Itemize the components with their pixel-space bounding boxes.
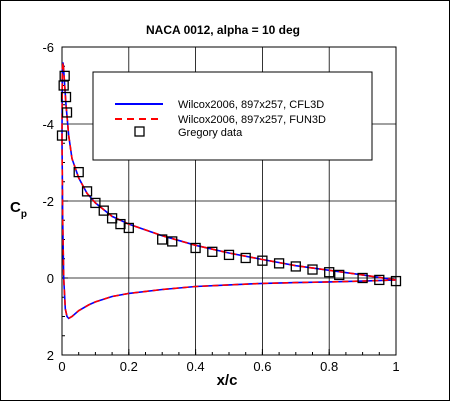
- ticks: 0 0.2 0.4 0.6 0.8 1-6-4-202: [42, 40, 399, 374]
- data-point-gregory: [207, 246, 218, 257]
- y-axis-label-main: C: [10, 199, 21, 216]
- data-point-gregory: [106, 213, 118, 224]
- data-point-gregory: [240, 252, 251, 264]
- data-point-gregory: [307, 264, 318, 275]
- data-point-gregory: [73, 166, 84, 178]
- series-line-upper-1: [61, 62, 397, 281]
- legend-entry-cfl3d: Wilcox2006, 897x257, CFL3D: [178, 99, 324, 111]
- data-point-gregory: [357, 272, 368, 284]
- data-point-gregory: [56, 130, 68, 141]
- data-point-gregory: [190, 242, 201, 254]
- x-tick-label: 0: [58, 359, 65, 374]
- x-tick-label: 0.2: [120, 359, 138, 374]
- data-point-gregory: [257, 255, 268, 266]
- legend: Wilcox2006, 897x257, CFL3D Wilcox2006, 8…: [92, 71, 373, 161]
- data-point-gregory: [167, 236, 178, 247]
- legend-swatch-gregory: [134, 126, 145, 137]
- y-tick-label: -2: [42, 194, 54, 209]
- data-point-gregory: [273, 258, 285, 269]
- data-point-gregory: [324, 267, 335, 278]
- series-layer: [56, 62, 402, 320]
- legend-entry-fun3d: Wilcox2006, 897x257, FUN3D: [178, 114, 326, 126]
- data-point-gregory: [81, 186, 93, 197]
- x-tick-label: 1: [392, 359, 399, 374]
- x-axis-label: x/c: [217, 372, 238, 389]
- data-point-gregory: [290, 261, 301, 272]
- y-axis-label: Cp: [10, 199, 27, 220]
- data-point-gregory: [90, 197, 101, 209]
- y-tick-label: 0: [47, 271, 54, 286]
- legend-box: [92, 71, 373, 161]
- legend-entry-gregory: Gregory data: [178, 127, 243, 139]
- series-line-lower-1: [61, 139, 397, 320]
- x-tick-label: 0.8: [320, 359, 338, 374]
- y-tick-label: 2: [47, 348, 54, 363]
- data-point-gregory: [334, 269, 345, 281]
- data-point-gregory: [223, 249, 235, 261]
- y-tick-label: -4: [42, 117, 54, 132]
- data-point-gregory: [98, 205, 109, 216]
- data-point-gregory: [60, 91, 72, 103]
- data-point-gregory: [157, 234, 168, 245]
- y-axis-label-sub: p: [21, 209, 27, 220]
- x-tick-label: 0.6: [253, 359, 271, 374]
- data-point-gregory: [374, 274, 385, 286]
- data-point-gregory: [61, 107, 73, 118]
- data-point-gregory: [59, 70, 70, 82]
- x-tick-label: 0.4: [187, 359, 205, 374]
- series-line-lower-0: [61, 139, 397, 320]
- chart-title: NACA 0012, alpha = 10 deg: [146, 23, 300, 37]
- data-point-gregory: [390, 275, 402, 287]
- data-point-gregory: [123, 222, 134, 234]
- y-tick-label: -6: [42, 40, 54, 55]
